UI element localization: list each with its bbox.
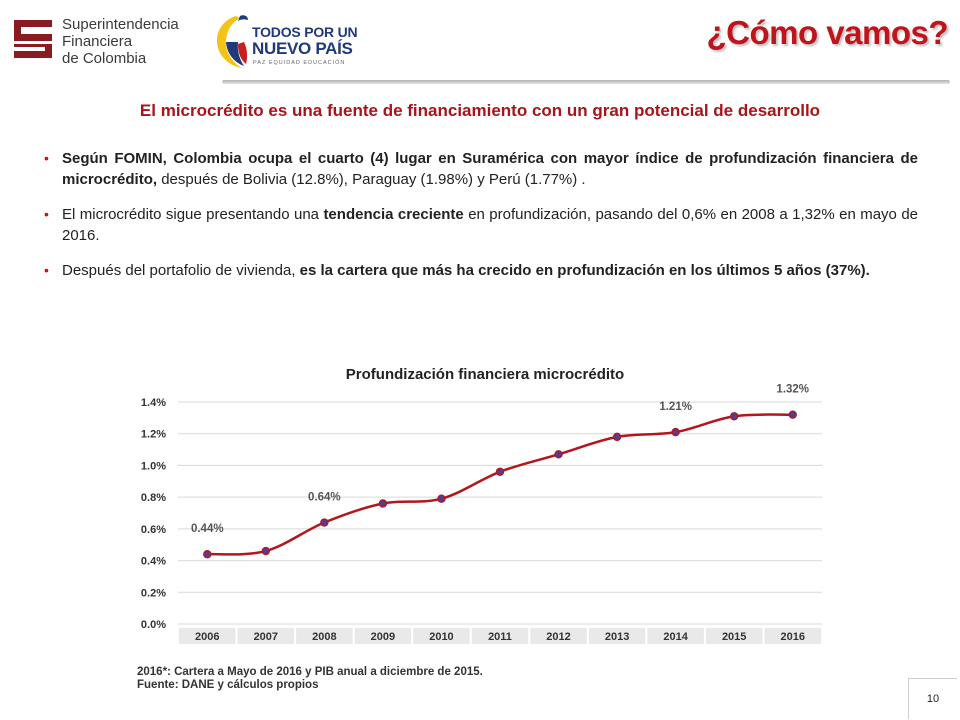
x-tick-label: 2007 [254,631,278,643]
data-label: 1.21% [659,401,692,413]
page-number: 10 [926,693,940,705]
bullet-item: • El microcrédito sigue presentando una … [44,204,918,246]
data-point [671,427,680,437]
data-point [554,450,563,459]
chart-title: Profundización financiera microcrédito [345,366,625,383]
gov-logo-line3: PAZ EQUIDAD EDUCACIÓN [253,60,346,66]
page-title: ¿Cómo vamos? [706,14,948,51]
gov-logo: TODOS POR UN NUEVO PAÍS PAZ EQUIDAD EDUC… [210,10,370,72]
y-tick-label: 0.4% [141,556,166,568]
chart-source: Fuente: DANE y cálculos propios [137,679,319,691]
x-tick-box [179,628,236,644]
x-tick-box [413,628,470,644]
x-tick-label: 2010 [429,631,453,643]
data-point [788,410,797,419]
page-number-box: 10 [908,678,957,719]
org-logo-line: Financiera [62,33,133,50]
bullet-text: Después del portafolio de vivienda, [62,262,300,279]
gov-logo-line1: TODOS POR UN [252,24,358,40]
data-label: 0.44% [191,523,224,535]
x-tick-label: 2009 [371,631,395,643]
data-point [261,546,271,556]
data-point [495,467,505,476]
x-tick-box [647,628,704,644]
bullet-text: en profundización, pasando del 0,6% en 2… [62,206,919,244]
x-tick-box [705,628,763,644]
y-tick-label: 0.8% [141,492,166,504]
bullet-dot-icon: • [44,262,49,278]
bullet-list: • Según FOMIN, Colombia ocupa el cuarto … [44,148,918,295]
series-line [207,413,793,556]
bullet-item: • Según FOMIN, Colombia ocupa el cuarto … [44,148,918,190]
data-point [437,494,446,503]
x-tick-label: 2013 [605,631,629,643]
chart-note: 2016*: Cartera a Mayo de 2016 y PIB anua… [137,666,483,678]
data-label: 1.32% [776,384,809,396]
bullet-text: El microcrédito sigue presentando una [62,206,324,223]
x-tick-box [237,628,295,644]
sfc-emblem-icon [14,20,52,58]
bullet-bold-text: es la cartera que más ha crecido en prof… [299,262,870,279]
data-label: 0.64% [308,492,341,504]
data-point [378,499,388,508]
superintendencia-logo: Superintendencia Financiera de Colombia [8,12,183,70]
x-tick-label: 2015 [722,631,746,643]
x-tick-box [764,628,821,644]
bullet-text: después de Bolivia (12.8%), Paraguay (1.… [157,171,586,188]
org-logo-line: Superintendencia [62,16,179,33]
x-tick-box [530,628,587,644]
chart-notes: 2016*: Cartera a Mayo de 2016 y PIB anua… [137,666,483,692]
y-tick-label: 1.4% [141,397,166,409]
x-tick-label: 2008 [312,631,336,643]
x-tick-label: 2011 [488,631,512,643]
x-tick-box [354,628,412,644]
line-chart: 0.0% 0.2% 0.4% 0.6% 0.8% 1.0% 1.2% 1.4% 2006 2007… [141,384,822,644]
y-tick-label: 1.2% [141,429,166,441]
x-tick-box [296,628,353,644]
y-tick-label: 0.6% [141,524,166,536]
data-point [203,550,212,559]
y-tick-label: 0.0% [141,619,166,631]
bullet-bold-text: Según FOMIN, Colombia ocupa el cuarto (4… [62,150,918,188]
y-tick-label: 0.2% [141,587,166,599]
y-tick-label: 1.0% [141,460,166,472]
x-tick-label: 2016 [780,631,804,643]
data-point [612,432,622,442]
x-tick-box [588,628,646,644]
gov-logo-line2: NUEVO PAÍS [252,39,353,58]
slide-subtitle: El microcrédito es una fuente de financi… [139,101,821,120]
org-logo-line: de Colombia [62,50,147,67]
header-divider [222,80,950,84]
x-tick-box [471,628,529,644]
bullet-bold-text: tendencia creciente [323,206,464,223]
data-point [320,518,329,527]
x-tick-label: 2006 [195,631,219,643]
x-tick-label: 2012 [546,631,570,643]
bullet-item: • Después del portafolio de vivienda, es… [44,260,918,281]
x-tick-label: 2014 [663,631,688,643]
bullet-dot-icon: • [44,206,49,222]
colombia-swirl-icon [216,15,248,68]
bullet-dot-icon: • [44,150,49,166]
data-point [729,412,739,421]
